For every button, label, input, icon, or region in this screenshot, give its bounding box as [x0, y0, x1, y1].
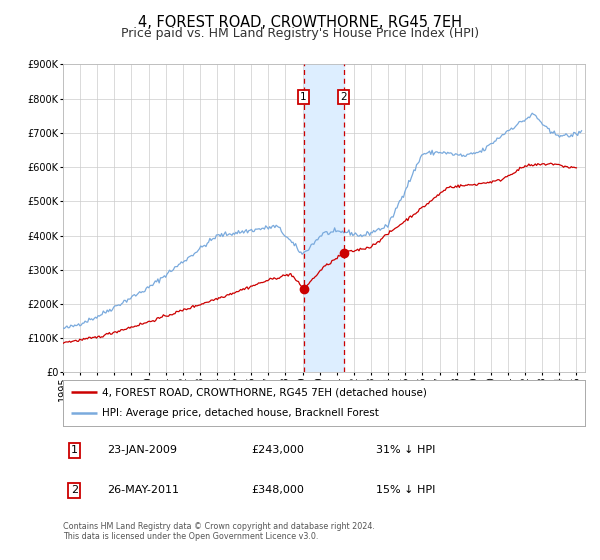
Text: 4, FOREST ROAD, CROWTHORNE, RG45 7EH (detached house): 4, FOREST ROAD, CROWTHORNE, RG45 7EH (de… [102, 387, 427, 397]
Text: 1: 1 [300, 92, 307, 102]
Text: 31% ↓ HPI: 31% ↓ HPI [376, 445, 436, 455]
Text: 26-MAY-2011: 26-MAY-2011 [107, 485, 179, 495]
Text: 23-JAN-2009: 23-JAN-2009 [107, 445, 178, 455]
Text: Contains HM Land Registry data © Crown copyright and database right 2024.
This d: Contains HM Land Registry data © Crown c… [63, 522, 375, 542]
Bar [304, 64, 344, 372]
Text: Price paid vs. HM Land Registry's House Price Index (HPI): Price paid vs. HM Land Registry's House … [121, 27, 479, 40]
Text: £348,000: £348,000 [251, 485, 304, 495]
Text: 4, FOREST ROAD, CROWTHORNE, RG45 7EH: 4, FOREST ROAD, CROWTHORNE, RG45 7EH [138, 15, 462, 30]
Text: £243,000: £243,000 [251, 445, 304, 455]
Text: 2: 2 [71, 485, 78, 495]
Text: 2: 2 [340, 92, 347, 102]
Text: 1: 1 [71, 445, 78, 455]
Text: 15% ↓ HPI: 15% ↓ HPI [376, 485, 436, 495]
Text: HPI: Average price, detached house, Bracknell Forest: HPI: Average price, detached house, Brac… [102, 408, 379, 418]
